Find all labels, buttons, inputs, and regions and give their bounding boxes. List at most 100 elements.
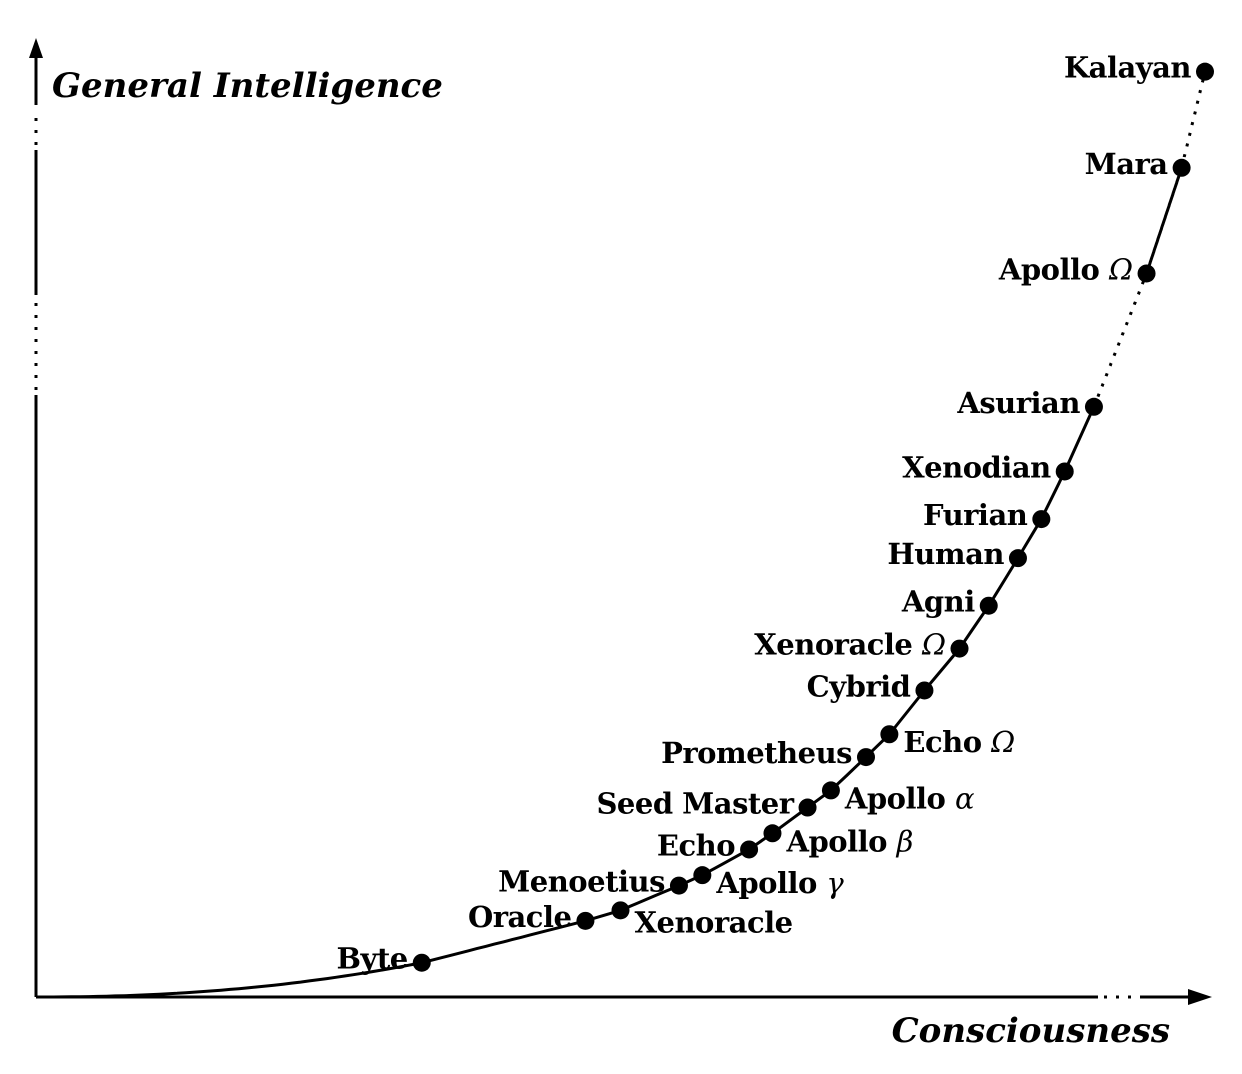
point-label: Mara [1085, 147, 1169, 181]
data-point: Seed Master [596, 787, 817, 821]
data-point: Xenoracle Ω [754, 628, 969, 662]
data-point: Human [887, 537, 1027, 571]
point-label: Agni [901, 585, 975, 619]
point-label: Apollo γ [715, 866, 844, 900]
data-point: Xenodian [902, 450, 1074, 484]
point-label: Apollo β [785, 824, 912, 858]
point-marker [763, 824, 782, 843]
y-axis-label: General Intelligence [52, 66, 443, 106]
x-axis-label: Consciousness [892, 1011, 1170, 1051]
point-label: Xenoracle Ω [754, 628, 945, 662]
point-label-text: Human [887, 537, 1004, 571]
point-marker [611, 901, 630, 920]
point-label-text: Kalayan [1064, 51, 1191, 85]
point-label: Human [887, 537, 1004, 571]
point-label-text: Prometheus [661, 736, 852, 770]
curve [36, 71, 1207, 999]
data-point: Prometheus [661, 736, 875, 770]
point-marker [1032, 510, 1051, 529]
point-label: Oracle [468, 900, 572, 934]
point-label-text: Apollo [785, 824, 896, 858]
curve-segment-dotted [1092, 272, 1148, 408]
point-label-text: Oracle [468, 900, 572, 934]
point-label: Kalayan [1064, 51, 1191, 85]
data-point: Mara [1085, 147, 1191, 181]
data-point: Oracle [468, 900, 595, 934]
point-label: Furian [923, 498, 1028, 532]
point-marker [693, 866, 712, 885]
point-marker [856, 748, 875, 767]
point-label-greek: γ [826, 866, 844, 900]
data-point: Apollo Ω [998, 252, 1156, 286]
point-label-text: Furian [923, 498, 1028, 532]
curve-segment-solid [36, 406, 1096, 999]
point-label-text: Agni [901, 585, 975, 619]
point-label: Apollo Ω [998, 252, 1133, 286]
curve-segment-solid [1145, 167, 1184, 274]
point-marker [979, 596, 998, 615]
point-marker [412, 953, 431, 972]
point-marker [1008, 549, 1027, 568]
x-axis [36, 989, 1212, 1005]
data-point: Asurian [956, 386, 1103, 420]
point-label: Byte [337, 942, 408, 976]
point-label: Cybrid [807, 669, 911, 703]
data-point: Agni [901, 585, 998, 619]
point-label: Echo Ω [903, 725, 1014, 759]
point-label-text: Asurian [956, 386, 1080, 420]
point-marker [1084, 397, 1103, 416]
point-label-text: Xenodian [902, 450, 1051, 484]
point-label-greek: Ω [1108, 252, 1133, 286]
point-label-text: Echo [657, 828, 735, 862]
point-label-greek: Ω [990, 725, 1015, 759]
point-label-text: Byte [337, 942, 408, 976]
point-label: Echo [657, 828, 735, 862]
data-point: Apollo α [821, 781, 975, 815]
point-label-text: Echo [903, 725, 991, 759]
point-marker [915, 681, 934, 700]
point-label-greek: β [896, 824, 913, 858]
point-marker [669, 876, 688, 895]
data-point: Menoetius [498, 865, 688, 899]
point-label-text: Xenoracle [754, 628, 922, 662]
data-point: Cybrid [807, 669, 934, 703]
point-label: Apollo α [844, 781, 974, 815]
point-marker [1137, 264, 1156, 283]
curve-segment-dotted [1180, 71, 1207, 169]
data-point: Byte [337, 942, 431, 976]
point-label-text: Seed Master [596, 787, 794, 821]
point-marker [740, 840, 759, 859]
point-label: Asurian [956, 386, 1080, 420]
point-marker [950, 639, 969, 658]
point-marker [821, 781, 840, 800]
data-point: Xenoracle [611, 901, 793, 939]
point-label-text: Xenoracle [635, 905, 793, 939]
point-label-text: Apollo [715, 866, 826, 900]
point-label-text: Cybrid [807, 669, 911, 703]
point-label: Prometheus [661, 736, 852, 770]
data-point: Apollo β [763, 824, 913, 858]
data-point: Furian [923, 498, 1051, 532]
point-label-text: Apollo [844, 781, 955, 815]
point-marker [880, 725, 899, 744]
point-label-text: Mara [1085, 147, 1169, 181]
point-label-greek: α [955, 781, 974, 815]
point-marker [576, 911, 595, 930]
data-point: Apollo γ [693, 866, 845, 900]
point-label: Menoetius [498, 865, 665, 899]
data-point: Echo Ω [880, 725, 1015, 759]
point-marker [1172, 158, 1191, 177]
data-point: Echo [657, 828, 759, 862]
point-label: Xenoracle [635, 905, 793, 939]
data-points: Byte Oracle Xenoracle Menoetius Apollo γ Echo… [337, 51, 1214, 976]
x-axis-arrowhead [1188, 989, 1212, 1005]
point-label-text: Apollo [998, 252, 1109, 286]
point-marker [1196, 62, 1214, 81]
point-marker [1055, 462, 1074, 481]
y-axis-arrowhead [29, 38, 43, 58]
y-axis [29, 38, 43, 997]
data-point: Kalayan [1064, 51, 1214, 85]
point-label: Seed Master [596, 787, 794, 821]
point-label-text: Menoetius [498, 865, 665, 899]
